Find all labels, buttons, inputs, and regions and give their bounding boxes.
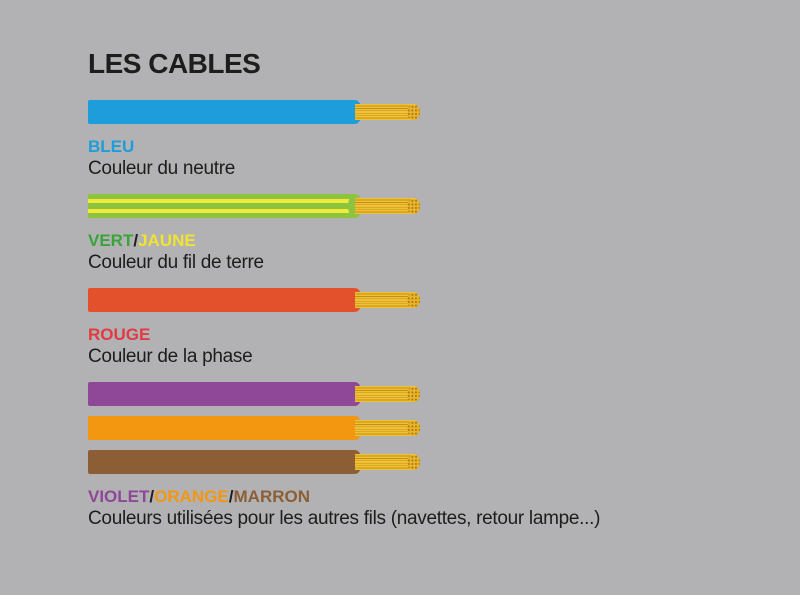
color-label-bleu: BLEU [88,137,800,157]
copper-strands [355,454,420,470]
cable-group-phase: ROUGE Couleur de la phase [88,288,800,368]
label-slash: / [133,231,139,250]
label-part-jaune: JAUNE [138,231,196,250]
stripe-jaune [88,208,355,213]
cable-insulation-violet [88,382,355,406]
copper-strands [355,420,420,436]
cable-violet [88,382,420,406]
copper-end-cap [407,292,420,308]
color-label-violet-orange-marron: VIOLET/ORANGE/MARRON [88,487,800,507]
color-label-vert-jaune: VERT/JAUNE [88,231,800,251]
label-part-vert: VERT [88,231,134,250]
cable-bleu [88,100,420,124]
cable-insulation-red [88,288,355,312]
cable-insulation-orange [88,416,355,440]
cable-group-neutre: BLEU Couleur du neutre [88,100,800,180]
copper-end-cap [407,454,420,470]
copper-strands [355,198,420,214]
label-slash: / [149,487,155,506]
label-part-marron: MARRON [233,487,311,506]
copper-strands [355,292,420,308]
cable-rouge [88,288,420,312]
description-neutre: Couleur du neutre [88,158,236,179]
copper-end-cap [407,104,420,120]
stripe-jaune [88,199,355,204]
description-terre: Couleur du fil de terre [88,252,264,273]
copper-end-cap [407,420,420,436]
stripe-vert [88,203,355,209]
color-label-rouge: ROUGE [88,325,800,345]
cable-group-terre: VERT/JAUNE Couleur du fil de terre [88,194,800,274]
cable-orange [88,416,420,440]
cable-insulation-blue [88,100,355,124]
copper-strands [355,104,420,120]
page-title: LES CABLES [88,48,261,79]
stripe-vert [88,194,355,200]
label-part-bleu: BLEU [88,137,135,156]
cable-insulation-striped [88,194,355,218]
label-part-rouge: ROUGE [88,325,151,344]
cable-vert-jaune [88,194,420,218]
label-part-violet: VIOLET [88,487,150,506]
cable-marron [88,450,420,474]
label-part-orange: ORANGE [154,487,229,506]
description-phase: Couleur de la phase [88,346,253,367]
cable-group-autres-fils: VIOLET/ORANGE/MARRON Couleurs utilisées … [88,382,800,530]
stripe-vert [88,212,355,218]
copper-end-cap [407,386,420,402]
copper-end-cap [407,198,420,214]
label-slash: / [228,487,234,506]
cable-insulation-brown [88,450,355,474]
description-autres-fils: Couleurs utilisées pour les autres fils … [88,508,601,529]
copper-strands [355,386,420,402]
